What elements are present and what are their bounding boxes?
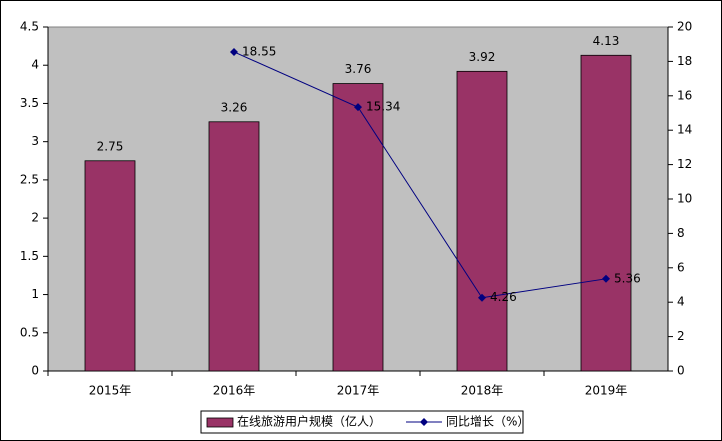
y2-tick-label: 20 — [677, 20, 692, 34]
y2-tick-label: 0 — [677, 364, 685, 378]
y-tick-label: 1 — [31, 287, 39, 301]
line-marker — [354, 103, 362, 112]
x-tick-label: 2015年 — [89, 384, 132, 398]
legend-label: 同比增长（%） — [446, 415, 529, 429]
x-tick-label: 2018年 — [461, 384, 504, 398]
y2-tick-label: 12 — [677, 157, 692, 171]
bar — [456, 70, 508, 372]
line-value-label: 5.36 — [614, 271, 641, 285]
bar-value-label: 2.75 — [97, 139, 124, 153]
y-tick-label: 4.5 — [20, 20, 39, 34]
y-tick-label: 2 — [31, 211, 39, 225]
bar — [332, 83, 384, 372]
line-value-label: 4.26 — [490, 290, 517, 304]
legend-label: 在线旅游用户规模（亿人） — [237, 414, 381, 429]
bar-value-label: 4.13 — [593, 34, 620, 48]
y2-tick-label: 10 — [677, 192, 692, 206]
y-tick-label: 1.5 — [20, 249, 39, 263]
bar — [84, 160, 136, 372]
y-tick-label: 3 — [31, 134, 39, 148]
legend-box — [200, 410, 524, 434]
line-marker — [602, 274, 610, 283]
line-marker — [478, 293, 486, 302]
line-value-label: 15.34 — [366, 100, 400, 114]
y-tick-label: 3.5 — [20, 96, 39, 110]
bar — [580, 54, 632, 372]
line — [233, 51, 607, 299]
line-marker — [230, 47, 238, 56]
legend-marker — [420, 418, 428, 426]
bar-value-label: 3.92 — [469, 50, 496, 64]
bar — [208, 121, 260, 372]
y2-tick-label: 14 — [677, 123, 692, 137]
y2-tick-label: 2 — [677, 329, 685, 343]
y-tick-label: 4 — [31, 58, 39, 72]
legend-swatch — [206, 417, 234, 428]
bar-value-label: 3.26 — [221, 100, 248, 114]
bar-value-label: 3.76 — [345, 62, 372, 76]
y2-tick-label: 4 — [677, 295, 685, 309]
y2-tick-label: 8 — [677, 226, 685, 240]
x-tick-label: 2017年 — [337, 384, 380, 398]
y2-tick-label: 18 — [677, 54, 692, 68]
y2-tick-label: 16 — [677, 88, 692, 102]
x-tick-label: 2016年 — [213, 384, 256, 398]
y-tick-label: 0.5 — [20, 325, 39, 339]
x-tick-label: 2019年 — [585, 384, 628, 398]
y-tick-label: 2.5 — [20, 172, 39, 186]
line-value-label: 18.55 — [242, 44, 276, 58]
y2-tick-label: 6 — [677, 260, 685, 274]
y-tick-label: 0 — [31, 364, 39, 378]
